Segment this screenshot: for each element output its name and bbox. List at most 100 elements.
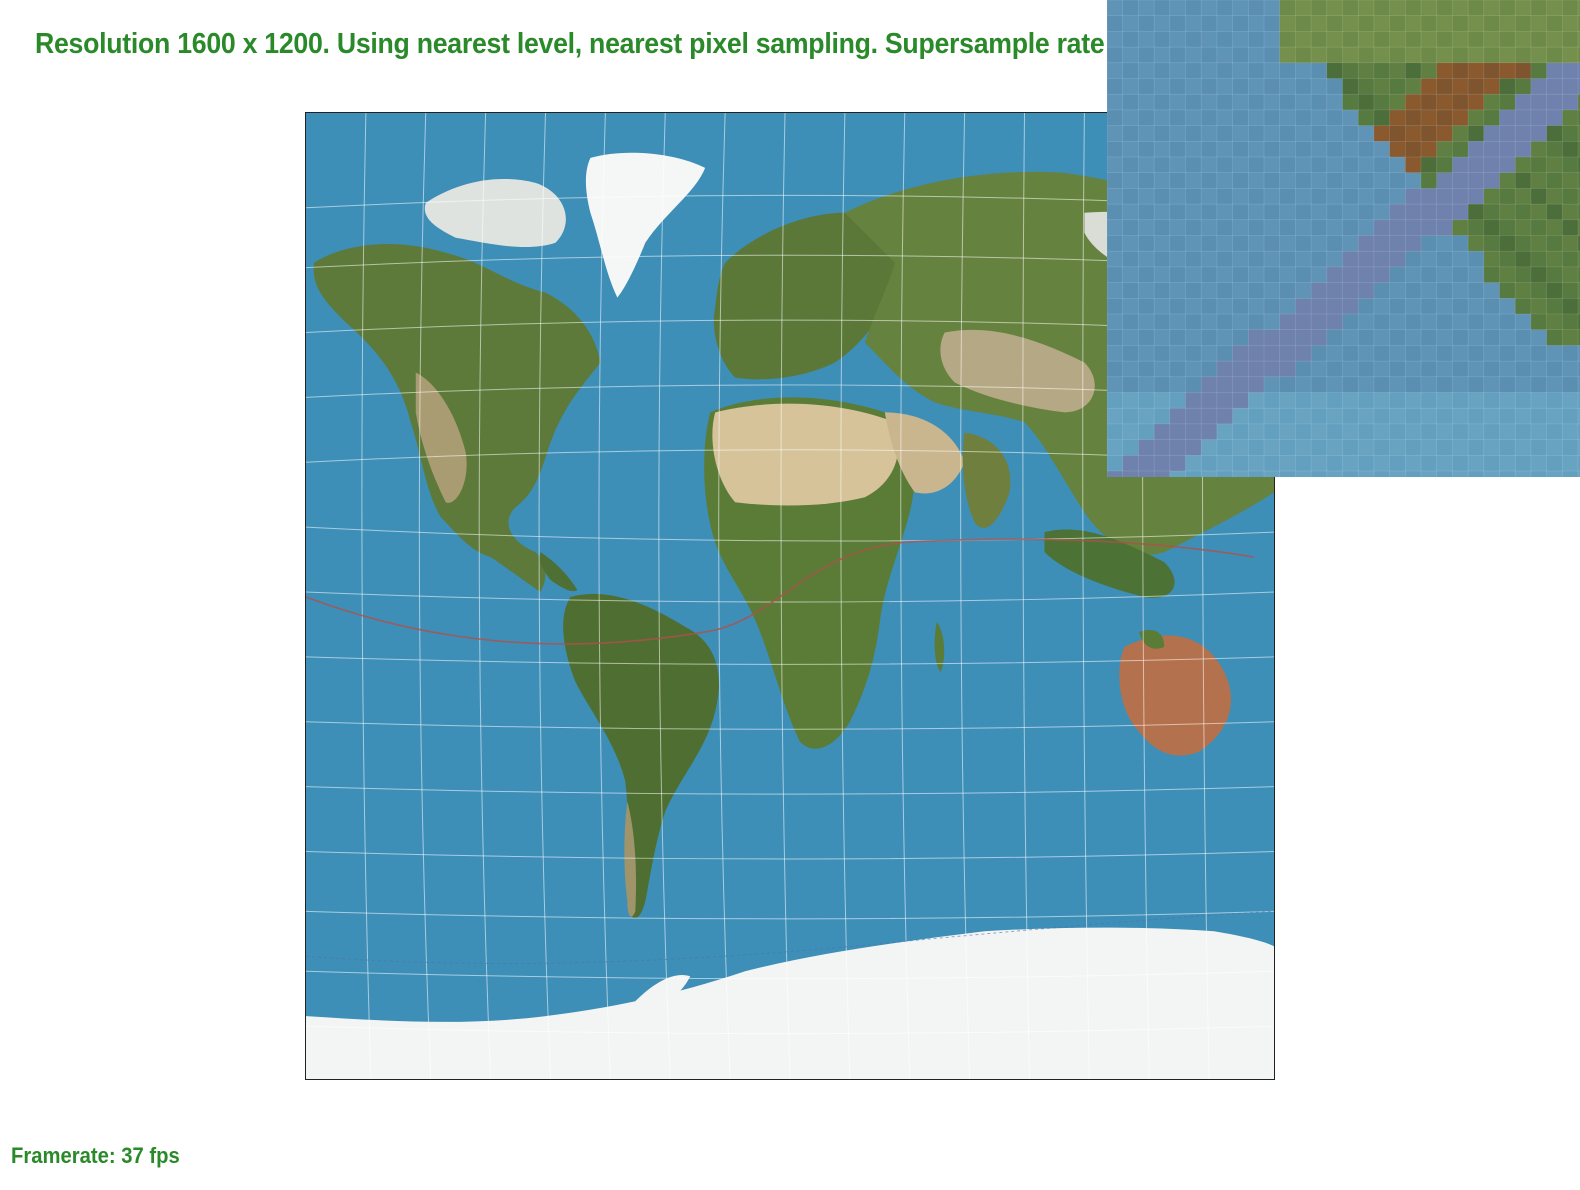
- zoom-texel: [1169, 407, 1187, 425]
- zoom-texel: [1216, 172, 1234, 190]
- zoom-texel: [1169, 141, 1187, 158]
- zoom-texel: [1373, 15, 1391, 33]
- zoom-texel: [1138, 392, 1155, 409]
- zoom-texel: [1200, 109, 1218, 127]
- zoom-texel: [1169, 188, 1187, 205]
- zoom-texel: [1295, 345, 1312, 362]
- zoom-texel: [1122, 360, 1140, 378]
- zoom-texel: [1342, 297, 1359, 315]
- zoom-texel: [1436, 141, 1454, 158]
- zoom-texel: [1138, 297, 1155, 315]
- zoom-texel: [1107, 329, 1124, 347]
- zoom-texel: [1232, 125, 1249, 142]
- zoom-texel: [1389, 188, 1407, 205]
- zoom-texel: [1310, 235, 1328, 252]
- zoom-texel: [1107, 62, 1124, 80]
- zoom-texel: [1420, 219, 1438, 237]
- zoom-texel: [1373, 313, 1391, 331]
- zoom-texel: [1295, 329, 1312, 347]
- zoom-texel: [1122, 423, 1140, 441]
- zoom-texel: [1452, 329, 1469, 347]
- zoom-texel: [1185, 235, 1202, 252]
- zoom-texel: [1577, 423, 1580, 441]
- zoom-texel: [1389, 329, 1407, 347]
- zoom-texel: [1185, 313, 1202, 331]
- zoom-texel: [1357, 392, 1375, 409]
- zoom-texel: [1232, 407, 1249, 425]
- zoom-texel: [1248, 235, 1265, 252]
- zoom-texel: [1404, 392, 1422, 409]
- resolution-status-text: Resolution 1600 x 1200. Using nearest le…: [35, 28, 1248, 60]
- zoom-texel: [1185, 109, 1202, 127]
- zoom-texel: [1216, 392, 1234, 409]
- zoom-texel: [1216, 423, 1234, 441]
- zoom-texel: [1122, 46, 1140, 64]
- zoom-texel: [1389, 266, 1407, 284]
- zoom-texel: [1216, 109, 1234, 127]
- zoom-texel: [1326, 297, 1344, 315]
- zoom-texel: [1420, 250, 1438, 268]
- zoom-texel: [1279, 423, 1297, 441]
- zoom-texel: [1200, 78, 1218, 95]
- zoom-texel: [1514, 62, 1532, 80]
- zoom-texel: [1561, 219, 1579, 237]
- zoom-texel: [1546, 141, 1564, 158]
- zoom-texel: [1452, 15, 1469, 33]
- zoom-texel: [1122, 125, 1140, 142]
- zoom-texel: [1483, 266, 1501, 284]
- zoom-texel: [1577, 329, 1580, 347]
- zoom-texel: [1357, 0, 1375, 17]
- zoom-texel: [1138, 141, 1155, 158]
- zoom-texel: [1232, 46, 1249, 64]
- zoom-texel: [1122, 345, 1140, 362]
- zoom-texel: [1279, 297, 1297, 315]
- zoom-texel: [1295, 156, 1312, 174]
- zoom-texel: [1467, 345, 1485, 362]
- zoom-texel: [1200, 46, 1218, 64]
- zoom-texel: [1326, 109, 1344, 127]
- zoom-texel: [1153, 454, 1171, 472]
- zoom-texel: [1153, 313, 1171, 331]
- zoom-texel: [1467, 297, 1485, 315]
- zoom-texel: [1404, 360, 1422, 378]
- zoom-texel: [1514, 329, 1532, 347]
- zoom-texel: [1436, 235, 1454, 252]
- zoom-texel: [1263, 454, 1281, 472]
- zoom-texel: [1169, 345, 1187, 362]
- zoom-texel: [1483, 156, 1501, 174]
- zoom-texel: [1546, 109, 1564, 127]
- zoom-texel: [1467, 360, 1485, 378]
- zoom-texel: [1107, 93, 1124, 111]
- zoom-texel: [1279, 62, 1297, 80]
- zoom-texel: [1342, 125, 1359, 142]
- zoom-texel: [1546, 439, 1564, 457]
- zoom-texel: [1216, 62, 1234, 80]
- zoom-texel: [1404, 31, 1422, 48]
- zoom-texel: [1107, 470, 1124, 477]
- zoom-texel: [1200, 313, 1218, 331]
- zoom-texel: [1546, 407, 1564, 425]
- zoom-texel: [1561, 376, 1579, 394]
- zoom-texel: [1452, 219, 1469, 237]
- zoom-texel: [1373, 345, 1391, 362]
- zoom-texel: [1357, 423, 1375, 441]
- zoom-texel: [1326, 219, 1344, 237]
- zoom-texel: [1263, 125, 1281, 142]
- zoom-texel: [1138, 62, 1155, 80]
- zoom-texel: [1138, 250, 1155, 268]
- zoom-texel: [1530, 62, 1548, 80]
- zoom-texel: [1342, 219, 1359, 237]
- zoom-texel: [1263, 235, 1281, 252]
- zoom-texel: [1404, 407, 1422, 425]
- zoom-texel: [1248, 329, 1265, 347]
- zoom-texel: [1530, 454, 1548, 472]
- zoom-texel: [1530, 109, 1548, 127]
- zoom-texel: [1216, 470, 1234, 477]
- zoom-texel: [1373, 78, 1391, 95]
- zoom-texel: [1499, 329, 1516, 347]
- zoom-texel: [1467, 235, 1485, 252]
- zoom-texel: [1420, 46, 1438, 64]
- zoom-texel: [1561, 141, 1579, 158]
- zoom-texel: [1107, 360, 1124, 378]
